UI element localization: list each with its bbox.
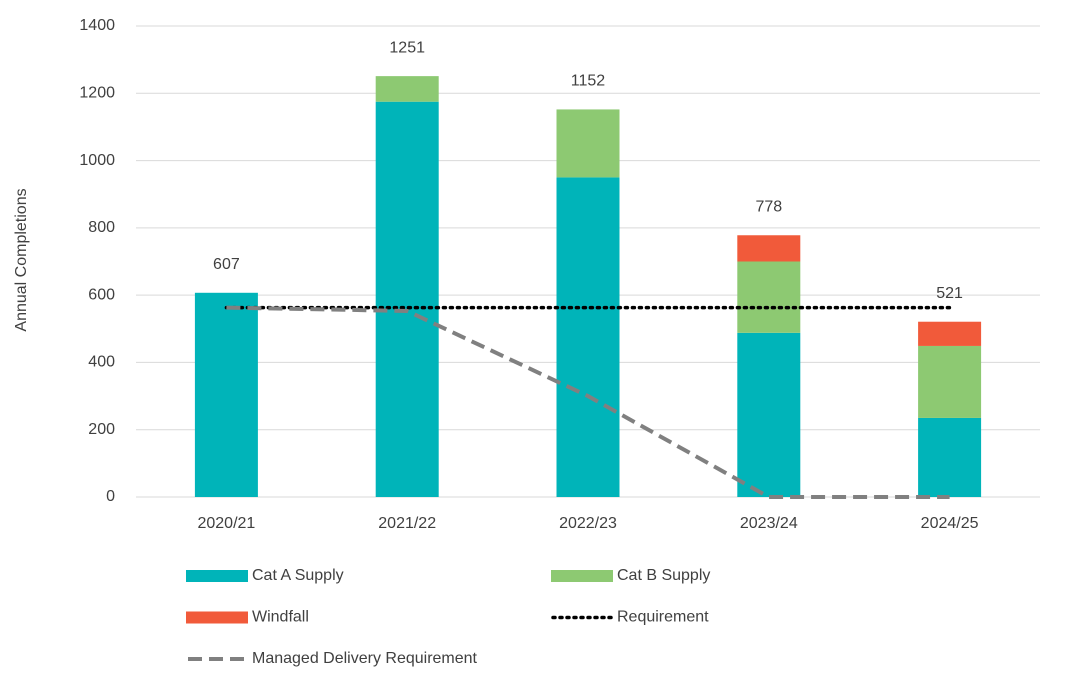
bar-segment [918, 321, 982, 346]
bar-segment [918, 345, 982, 418]
bar-segment [556, 109, 620, 178]
bar-segment [918, 417, 982, 497]
bar-segment [556, 177, 620, 497]
x-tick-label: 2021/22 [378, 515, 436, 532]
line-series [226, 305, 950, 499]
x-tick-label: 2023/24 [740, 515, 798, 532]
total-label: 521 [936, 285, 963, 302]
x-tick-label: 2024/25 [921, 515, 979, 532]
bar-segment [737, 235, 801, 262]
y-tick-label: 200 [88, 421, 115, 438]
y-tick-label: 1400 [79, 17, 115, 34]
bar-segment [375, 76, 439, 102]
x-tick-label: 2020/21 [197, 515, 255, 532]
bar-segment [375, 101, 439, 498]
y-tick-label: 1200 [79, 85, 115, 102]
legend-label: Managed Delivery Requirement [252, 650, 478, 667]
y-axis-label: Annual Completions [13, 188, 30, 331]
legend-label: Cat A Supply [252, 567, 344, 584]
legend-swatch [186, 611, 248, 624]
total-label: 1251 [389, 39, 425, 56]
bar-segment [737, 332, 801, 497]
y-tick-label: 1000 [79, 152, 115, 169]
y-tick-label: 0 [106, 488, 115, 505]
legend-label: Cat B Supply [617, 567, 710, 584]
legend-label: Requirement [617, 609, 709, 626]
x-tick-label: 2022/23 [559, 515, 617, 532]
y-tick-label: 600 [88, 286, 115, 303]
total-label: 1152 [571, 73, 606, 90]
y-tick-label: 800 [88, 219, 115, 236]
bar-segment [737, 261, 801, 333]
total-label: 607 [213, 256, 240, 273]
legend-swatch [551, 570, 613, 582]
bar-segment [194, 292, 258, 497]
legend-label: Windfall [252, 609, 309, 626]
y-tick-label: 400 [88, 354, 115, 371]
legend-swatch [186, 570, 248, 582]
total-label: 778 [755, 198, 782, 215]
